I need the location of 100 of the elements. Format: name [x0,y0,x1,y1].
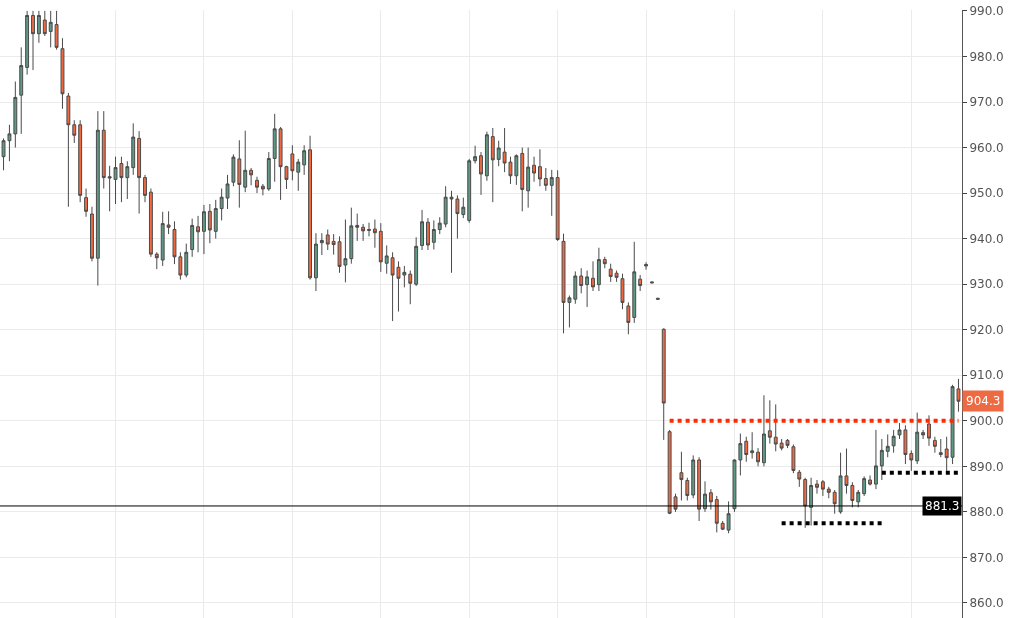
candlestick [255,176,259,194]
candlestick [938,438,943,458]
candlestick [703,480,707,513]
candlestick [484,131,489,182]
candlestick [137,130,142,215]
candlestick [131,122,136,176]
candlestick [60,37,65,110]
y-tick-label: 990.0 [969,4,1004,19]
candlestick [585,270,590,308]
candlestick [467,158,472,224]
candlestick [873,429,878,490]
candlestick [490,127,495,203]
candlestick [143,174,147,203]
candlestick [372,219,377,249]
candlestick [378,222,383,273]
candlestick [308,135,312,281]
candlestick [196,215,200,253]
candlestick [932,436,937,454]
candlestick [591,260,595,292]
candlestick [154,251,159,270]
candlestick [750,431,755,460]
candlestick [296,158,301,192]
candlestick [243,130,248,193]
y-tick-label: 980.0 [969,49,1004,64]
candlestick [579,267,584,294]
candlestick [921,429,926,440]
candlestick [596,247,601,292]
candlestick [868,474,872,486]
candlestick [72,119,77,144]
candlestick [543,167,548,192]
candlestick [773,403,778,452]
candlestick [25,10,30,76]
candlestick [249,167,254,186]
ref-line-label: 881.3 [925,499,960,513]
candlestick [207,203,212,244]
candlestick [679,451,684,501]
candlestick [538,148,542,187]
candlestick [767,399,772,445]
candlestick [84,188,89,218]
y-tick-label: 880.0 [969,505,1004,520]
candlestick [95,110,100,287]
candlestick [526,147,531,209]
candlestick [260,183,265,196]
candlestick [325,229,330,251]
candlestick [708,488,713,511]
candlestick [101,110,106,190]
candlestick [361,223,366,242]
candlestick [213,199,218,240]
candlestick [697,456,702,522]
y-tick-label: 860.0 [969,596,1004,611]
y-tick-label: 910.0 [969,368,1004,383]
candlestick [420,209,424,251]
candlestick [532,156,536,183]
candlestick [644,261,648,271]
candlestick [809,477,814,527]
candlestick [549,169,554,217]
candlestick [815,479,819,495]
y-tick-label: 920.0 [969,322,1004,337]
candlestick [691,454,696,499]
candlestick [927,414,931,447]
y-tick-label: 950.0 [969,186,1004,201]
candlestick [90,206,94,262]
candlestick [744,436,749,463]
y-tick-label: 970.0 [969,95,1004,110]
candlestick [797,469,802,488]
y-tick-label: 940.0 [969,231,1004,246]
candlestick [414,236,419,287]
candlestick [355,213,360,242]
candlestick [302,144,307,176]
candlestick [685,477,690,501]
candlestick [408,270,413,305]
candlestick [319,232,324,256]
candlestick [856,489,861,508]
candlestick [555,169,560,242]
candlestick [820,479,825,497]
candlestick [473,145,478,164]
candlestick [190,218,195,258]
candlestick [202,204,206,255]
candlestick [602,256,607,269]
candlestick [314,232,318,292]
candlestick [862,475,867,497]
candlestick [756,447,760,467]
candlestick [626,301,631,335]
candlestick [78,119,83,203]
candlestick [437,216,442,235]
candlestick [762,394,766,467]
candlestick [431,219,436,251]
candlestick [266,151,271,192]
candlestick [915,412,920,465]
candlestick [885,433,890,458]
candlestick [826,486,831,499]
candlestick [879,438,884,481]
text: 904.3 [966,394,1001,408]
candlestick [632,241,637,324]
candlestick [367,222,371,237]
y-tick-label: 900.0 [969,414,1004,428]
candlestick [184,243,189,278]
candlestick [31,10,35,71]
candlestick [661,327,666,441]
candlestick [520,147,525,212]
